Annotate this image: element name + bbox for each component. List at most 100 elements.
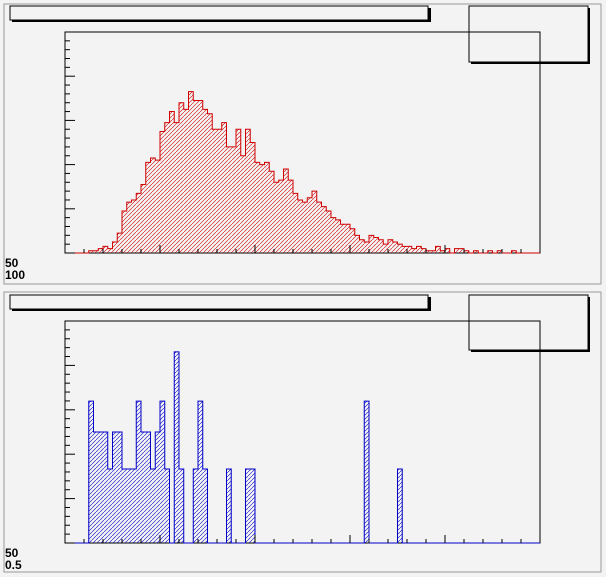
histogram-bar-top-32: [217, 129, 222, 253]
stats-box-bottom-shadow-b: [471, 350, 590, 352]
histogram-bar-top-56: [331, 217, 336, 253]
histogram-bar-bottom-34: [226, 469, 232, 543]
histogram-bar-top-47: [288, 180, 293, 253]
histogram-bar-top-28: [198, 100, 203, 253]
histogram-bar-bottom-11: [117, 432, 122, 543]
histogram-bar-top-80: [445, 248, 450, 253]
title-box-bottom-shadow: [428, 297, 431, 311]
histogram-bar-top-72: [407, 246, 412, 253]
stats-box-top-shadow: [588, 8, 590, 64]
histogram-bar-top-52: [312, 191, 317, 253]
histogram-bar-top-73: [411, 248, 417, 253]
histogram-bar-top-51: [307, 197, 312, 253]
histogram-bar-bottom-18: [150, 469, 156, 543]
y-tick-label-bottom-05: 0.5: [5, 558, 22, 572]
histogram-bar-top-11: [117, 233, 122, 253]
histogram-bar-top-42: [264, 162, 270, 253]
histogram-bar-top-24: [179, 102, 184, 253]
histogram-bar-top-70: [397, 244, 403, 253]
histogram-bar-top-76: [426, 250, 431, 253]
histogram-bar-top-50: [302, 202, 308, 253]
histogram-bar-bottom-63: [364, 401, 369, 543]
histogram-bar-top-21: [164, 122, 170, 253]
histogram-bar-bottom-19: [155, 432, 160, 543]
histogram-outline-top: [65, 91, 540, 254]
histogram-bar-bottom-29: [202, 469, 208, 543]
histogram-bar-bottom-5: [88, 401, 94, 543]
histogram-bar-top-66: [378, 239, 384, 253]
histogram-bar-top-78: [435, 246, 441, 253]
histogram-bar-bottom-6: [93, 432, 99, 543]
histogram-bar-top-7: [98, 248, 103, 253]
histogram-bar-top-59: [345, 224, 350, 253]
histogram-bar-bottom-8: [103, 432, 108, 543]
histogram-bar-top-30: [207, 113, 213, 254]
histogram-bar-bottom-24: [179, 469, 184, 543]
histogram-bar-top-48: [293, 193, 298, 253]
histogram-bar-bottom-38: [245, 469, 251, 543]
histogram-bar-top-46: [283, 169, 289, 253]
histogram-bar-bottom-9: [107, 469, 113, 543]
histogram-bar-top-49: [297, 199, 303, 253]
histogram-bar-bottom-27: [193, 469, 198, 543]
histogram-bar-bottom-39: [250, 469, 255, 543]
title-box-top-shadow-b: [12, 20, 431, 22]
histogram-bar-top-62: [359, 239, 365, 253]
plot-area-top: [64, 31, 541, 254]
histogram-bar-bottom-13: [126, 469, 132, 543]
histogram-bar-top-10: [112, 241, 118, 253]
histogram-bar-bottom-15: [136, 401, 141, 543]
histogram-bar-top-34: [226, 146, 232, 253]
histogram-bar-bottom-23: [174, 351, 179, 543]
histogram-bar-top-86: [473, 250, 479, 253]
pad-top: 50 100: [3, 3, 602, 285]
pad-bottom: 50 0.5: [3, 291, 602, 573]
histogram-bar-top-89: [487, 250, 493, 253]
histogram-bar-top-27: [193, 100, 198, 253]
y-tick-label-top-50: 50: [5, 256, 19, 270]
histogram-bar-bottom-7: [98, 432, 103, 543]
title-box-bottom: [9, 294, 429, 310]
stats-box-bottom: [468, 294, 589, 351]
histogram-bar-top-40: [255, 162, 260, 253]
histogram-bar-top-94: [511, 250, 517, 253]
histogram-bar-bottom-14: [131, 469, 137, 543]
histogram-bar-bottom-28: [198, 401, 203, 543]
plot-area-bottom: [64, 320, 541, 544]
title-box-top: [9, 5, 429, 21]
histogram-bar-top-33: [221, 122, 227, 253]
histogram-bar-top-69: [392, 241, 398, 253]
histogram-bar-top-71: [402, 246, 407, 253]
histogram-bar-top-8: [103, 246, 108, 253]
histogram-bar-top-6: [93, 250, 99, 253]
histogram-bar-bottom-20: [160, 401, 165, 543]
histogram-bar-top-14: [131, 199, 137, 253]
histogram-bar-top-68: [388, 239, 393, 253]
histogram-bar-top-12: [122, 211, 127, 253]
histogram-bar-top-29: [202, 109, 208, 253]
stats-box-top: [468, 5, 589, 63]
histogram-bar-top-79: [440, 250, 445, 253]
histogram-bar-top-16: [141, 184, 146, 253]
histogram-bar-top-9: [107, 248, 113, 253]
histogram-bar-top-91: [497, 250, 502, 253]
histogram-bar-top-26: [188, 91, 194, 253]
histogram-bar-top-74: [416, 246, 422, 253]
histogram-bar-top-61: [354, 235, 360, 253]
histogram-bar-top-67: [383, 244, 388, 253]
y-tick-label-top-100: 100: [5, 268, 25, 282]
histogram-bar-bottom-10: [112, 432, 118, 543]
y-tick-label-bottom-50: 50: [5, 546, 19, 560]
histogram-bar-top-23: [174, 122, 179, 253]
histogram-bar-top-18: [150, 157, 156, 253]
title-box-top-shadow: [428, 8, 431, 22]
histogram-bar-top-77: [430, 250, 436, 253]
histogram-bar-top-55: [326, 211, 331, 253]
histogram-bar-top-41: [259, 164, 265, 253]
histogram-bar-top-43: [269, 171, 274, 253]
histogram-bar-top-58: [340, 224, 346, 253]
histogram-bar-top-82: [454, 248, 460, 253]
histogram-bar-bottom-70: [397, 469, 403, 543]
